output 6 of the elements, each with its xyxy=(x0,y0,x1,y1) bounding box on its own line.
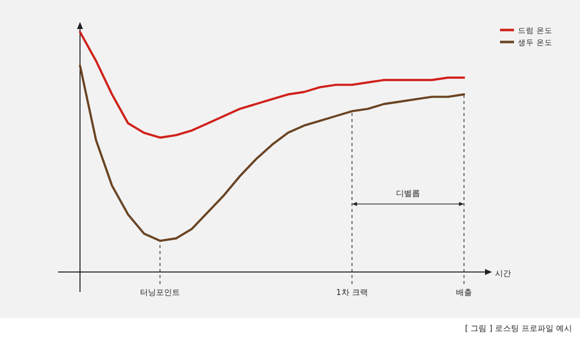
x-tick-label: 1차 크랙 xyxy=(336,288,368,297)
text: [ 그림 ] 로스팅 프로파일 예시 xyxy=(465,324,572,333)
x-axis-title: 시간 xyxy=(495,269,511,278)
x-tick-label: 배출 xyxy=(456,288,472,297)
annotation: 디벨롭 xyxy=(396,189,420,198)
x-tick-label: 터닝포인트 xyxy=(140,288,180,297)
